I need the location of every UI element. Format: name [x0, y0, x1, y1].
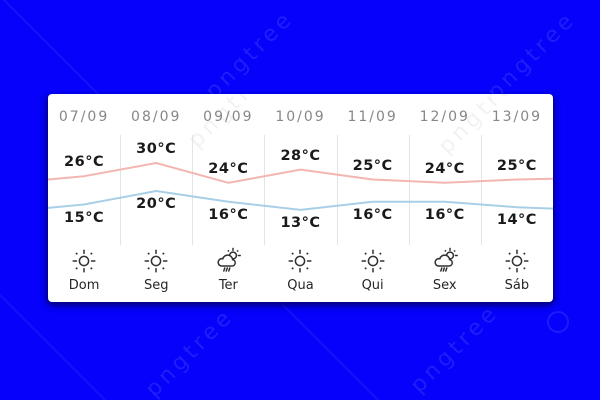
high-temp-label: 26°C [64, 154, 105, 171]
low-temperature-line [48, 190, 553, 211]
high-temp-label: 25°C [352, 157, 393, 174]
weather-icon-cell [409, 244, 481, 278]
day-label: Ter [218, 278, 238, 293]
high-temp-label: 24°C [208, 160, 249, 177]
sun-rain-icon [217, 247, 242, 272]
watermark-text: pngtree [482, 6, 582, 106]
sun-icon [361, 249, 385, 273]
day-label: Seg [143, 278, 169, 293]
day-label: Dom [68, 278, 100, 293]
sun-icon [144, 249, 168, 273]
day-label: Sáb [504, 278, 530, 293]
weather-icon-cell [264, 244, 336, 278]
watermark-text: pngtree [405, 299, 505, 399]
high-temp-label: 25°C [496, 157, 537, 174]
date-row: 07/09 08/09 09/09 10/09 11/09 12/09 13/0… [48, 94, 553, 132]
forecast-card: pngtree pngtree 07/09 08/09 09/09 10/09 … [48, 94, 553, 302]
low-temp-label: 15°C [64, 209, 105, 226]
chart-lines [48, 162, 553, 211]
date-label: 12/09 [419, 109, 470, 125]
column-divider [408, 135, 410, 245]
high-temp-label: 24°C [424, 160, 465, 177]
date-label: 11/09 [347, 109, 398, 125]
date-label: 07/09 [58, 109, 110, 125]
date-label: 10/09 [275, 109, 326, 125]
date-label: 13/09 [491, 109, 543, 125]
low-temp-label: 16°C [208, 206, 249, 223]
date-label: 08/09 [131, 109, 182, 125]
sun-icon [72, 249, 96, 273]
weather-icon-cell [120, 244, 192, 278]
column-divider [264, 135, 266, 245]
high-temp-label: 28°C [280, 147, 321, 164]
watermark-text: pngtree [140, 303, 240, 400]
sun-icon [288, 249, 313, 273]
sun-rain-icon [434, 247, 458, 272]
sun-icon [505, 249, 529, 273]
weather-icon-cell [337, 244, 409, 278]
day-label: Sex [432, 278, 457, 293]
low-temp-label: 16°C [352, 206, 393, 223]
watermark-logo-circle [547, 311, 569, 333]
weather-icon-cell [192, 244, 264, 278]
weather-icon-cell [48, 244, 120, 278]
weather-icon-cell [481, 244, 553, 278]
high-temperature-line [48, 162, 553, 184]
day-label: Qui [361, 278, 384, 293]
low-temp-label: 14°C [496, 212, 537, 229]
date-label: 09/09 [203, 109, 254, 125]
day-label: Qua [287, 278, 314, 293]
low-temp-label: 16°C [424, 206, 465, 223]
high-temp-label: 30°C [136, 141, 177, 157]
day-row: Dom Seg Ter Qua Qui Sex Sáb [48, 278, 553, 302]
column-divider [120, 135, 122, 245]
low-temp-label: 13°C [280, 214, 321, 231]
temperature-chart: 26°C 30°C 24°C 28°C 25°C 24°C 25°C 15°C 20°C 16°C… [48, 132, 553, 245]
icon-row [48, 244, 553, 278]
low-temp-label: 20°C [136, 196, 177, 212]
column-divider [336, 135, 338, 245]
watermark-text: pngtree [200, 5, 300, 105]
column-divider [192, 135, 194, 245]
column-divider [480, 135, 482, 245]
